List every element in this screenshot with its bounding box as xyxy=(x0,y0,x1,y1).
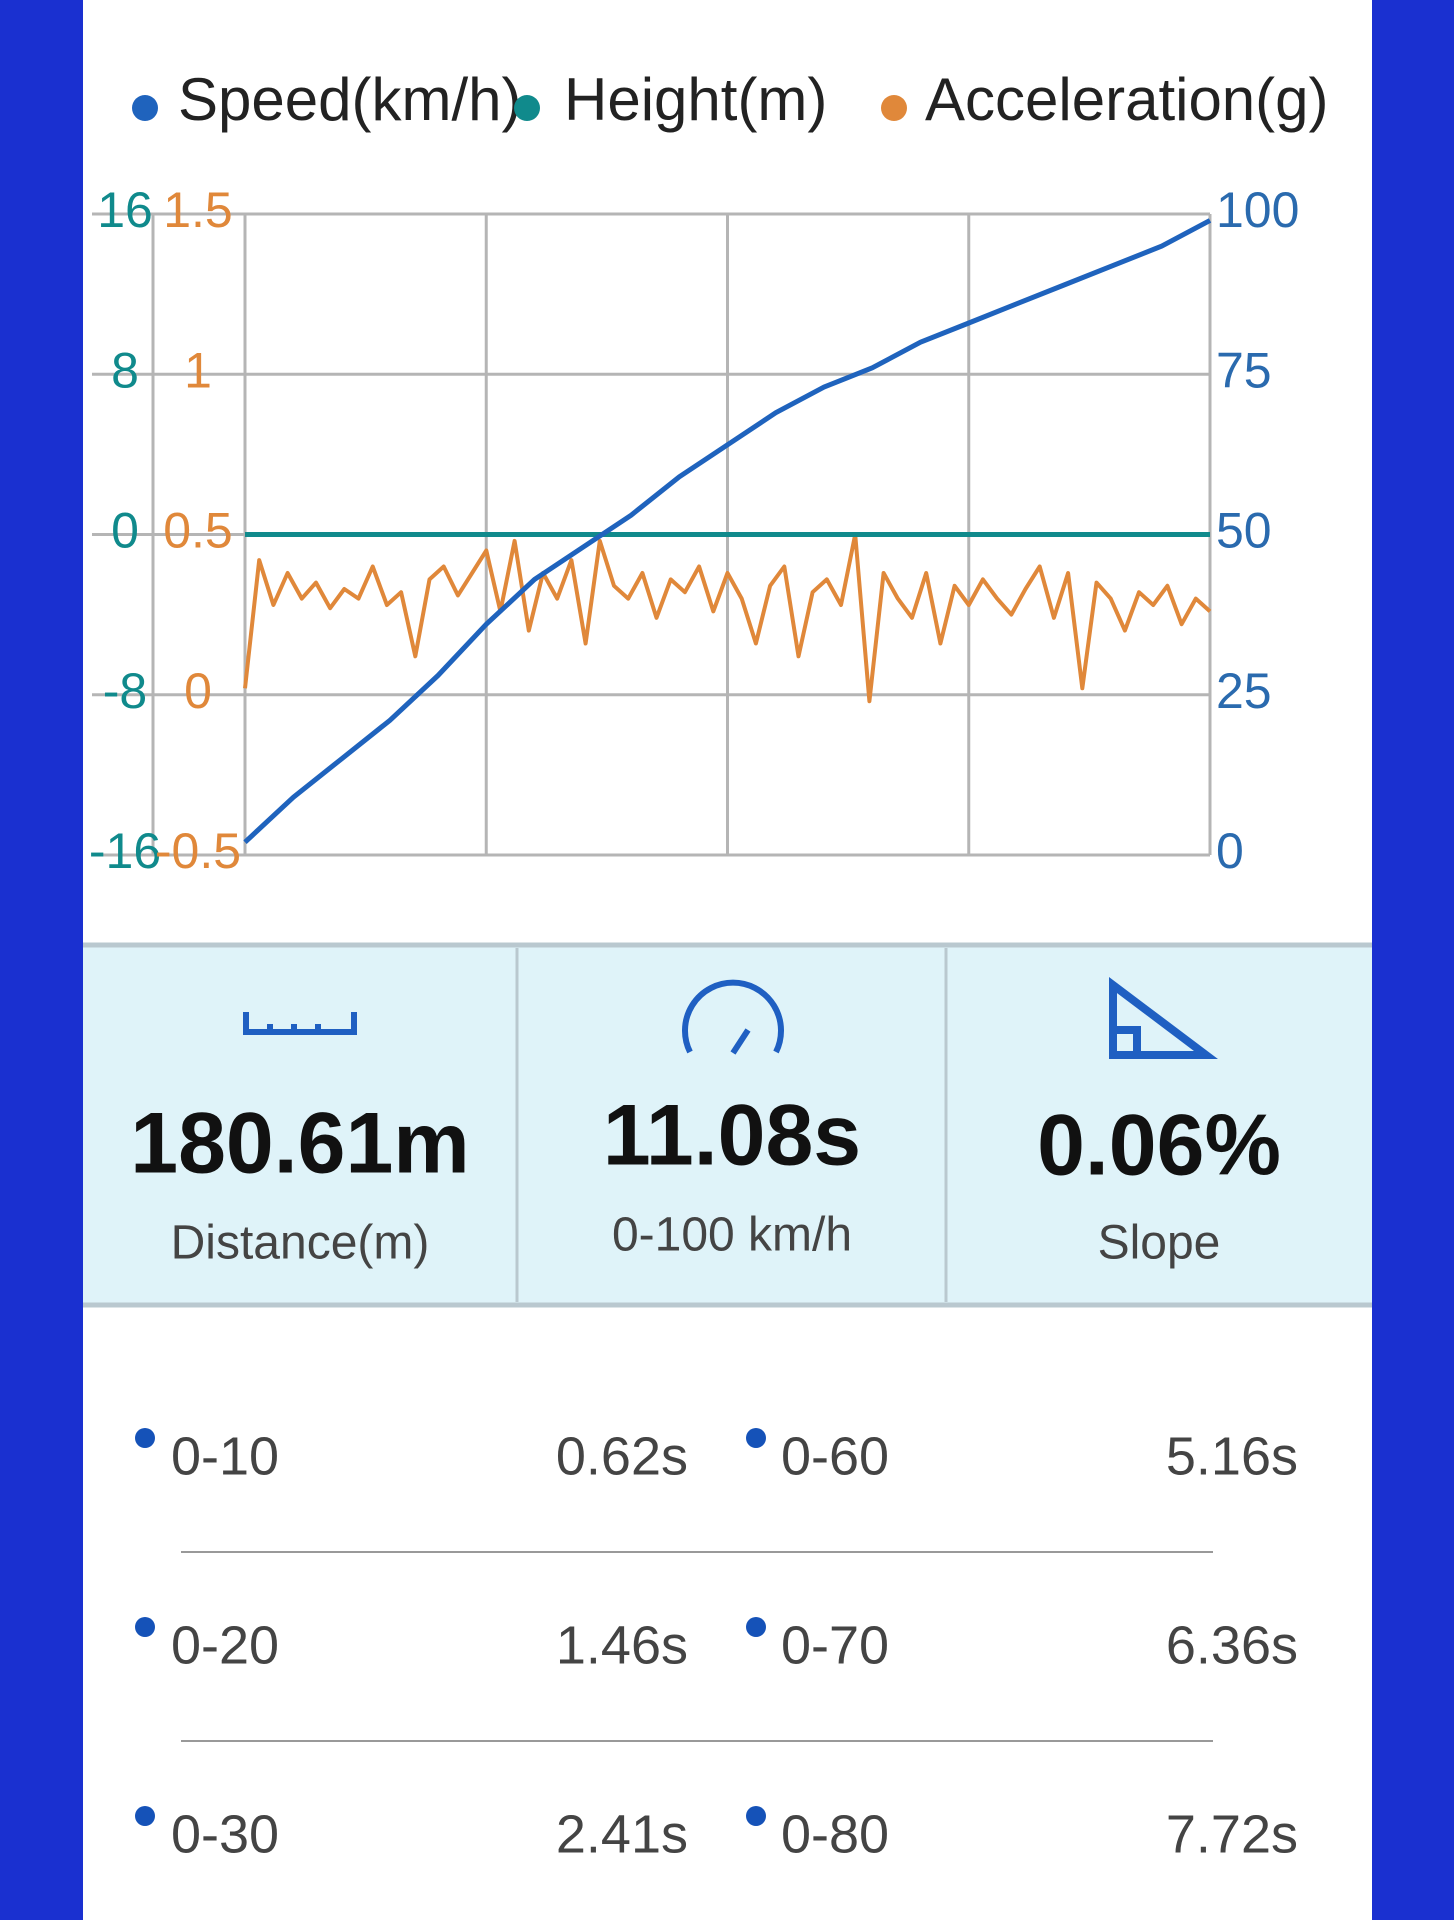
yticks-label: 0 xyxy=(111,503,139,559)
split-dot xyxy=(746,1806,766,1826)
split-time: 0.62s xyxy=(556,1426,688,1486)
split-range: 0-10 xyxy=(171,1426,279,1486)
y2ticks-label: 25 xyxy=(1216,663,1272,719)
split-range: 0-60 xyxy=(781,1426,889,1486)
stat-value: 11.08s xyxy=(603,1088,861,1184)
series-line xyxy=(243,218,1212,845)
split-time: 1.46s xyxy=(556,1615,688,1675)
yticks-label: 16 xyxy=(97,182,153,238)
split-dot xyxy=(746,1617,766,1637)
split-time: 6.36s xyxy=(1166,1615,1298,1675)
split-dot xyxy=(135,1428,155,1448)
stats-panel xyxy=(83,943,1372,1305)
split-range: 0-30 xyxy=(171,1804,279,1864)
y2ticks-label: 50 xyxy=(1216,503,1272,559)
ruler-icon xyxy=(243,1012,357,1035)
speedometer-icon xyxy=(682,979,784,1055)
split-range: 0-80 xyxy=(781,1804,889,1864)
split-time: 7.72s xyxy=(1166,1804,1298,1864)
split-dot xyxy=(135,1806,155,1826)
split-time: 5.16s xyxy=(1166,1426,1298,1486)
stat-label: Slope xyxy=(1098,1217,1221,1270)
legend-label: Acceleration(g) xyxy=(925,66,1329,133)
y2ticks-label: 0 xyxy=(1216,823,1244,879)
legend-dot xyxy=(514,95,540,121)
stat-value: 180.61m xyxy=(130,1096,470,1192)
split-range: 0-70 xyxy=(781,1615,889,1675)
y3ticks-label: 0 xyxy=(184,663,212,719)
stats: 180.61m Distance(m) 11.08s 0-100 km/h 0.… xyxy=(130,1088,1281,1270)
y3ticks-label: -0.5 xyxy=(155,823,241,879)
legend-dot xyxy=(132,95,158,121)
split-time: 2.41s xyxy=(556,1804,688,1864)
series-line xyxy=(243,532,1212,704)
yticks-label: -8 xyxy=(103,663,147,719)
split-dot xyxy=(746,1428,766,1448)
stat-label: Distance(m) xyxy=(171,1217,430,1270)
yticks-label: -16 xyxy=(89,823,161,879)
legend-dot xyxy=(881,95,907,121)
y3ticks-label: 0.5 xyxy=(163,503,233,559)
yticks-label: 8 xyxy=(111,342,139,398)
split-range: 0-20 xyxy=(171,1615,279,1675)
split-dot xyxy=(135,1617,155,1637)
slope-icon xyxy=(1109,976,1218,1059)
y2ticks-label: 100 xyxy=(1216,182,1299,238)
stat-label: 0-100 km/h xyxy=(612,1209,852,1262)
y3ticks-label: 1 xyxy=(184,342,212,398)
y2ticks-label: 75 xyxy=(1216,342,1272,398)
legend-label: Height(m) xyxy=(564,66,827,133)
legend-label: Speed(km/h) xyxy=(178,66,521,133)
y3ticks-label: 1.5 xyxy=(163,182,233,238)
stat-value: 0.06% xyxy=(1037,1098,1281,1194)
